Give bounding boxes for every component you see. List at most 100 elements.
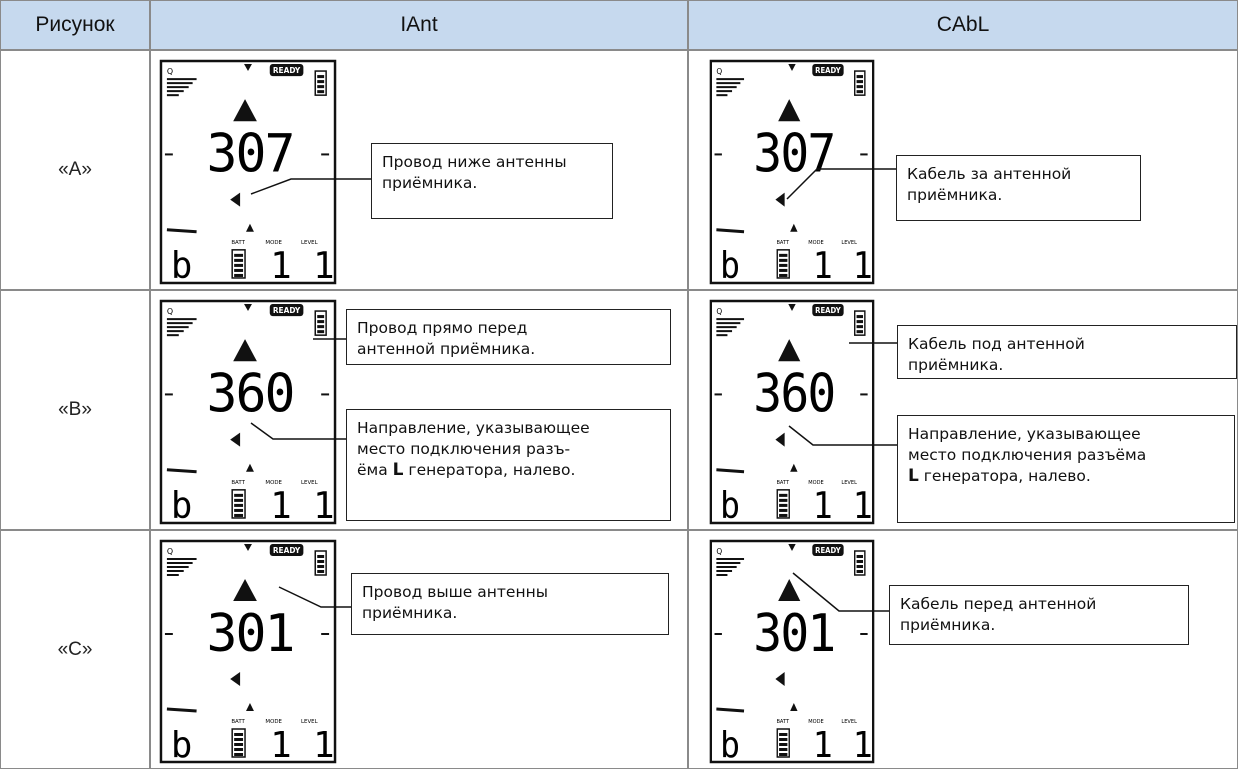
lcd-ready: READY — [273, 306, 301, 315]
callout-line: приёмника. — [907, 186, 1003, 204]
lcd-display: Q READY 301 BATT MODE LEVEL b 1 1 — [159, 539, 337, 766]
lcd-level: LEVEL — [841, 480, 857, 486]
row-label: «A» — [0, 50, 150, 290]
lcd-frame — [709, 299, 875, 525]
battery-bottom — [231, 489, 246, 519]
lcd-display: Q READY 307 BATT MODE LEVEL b 1 1 — [709, 59, 875, 287]
callout-line: приёмника. — [382, 174, 478, 192]
lcd-q: Q — [716, 67, 722, 76]
battery-cell — [234, 508, 244, 512]
battery-bottom — [776, 728, 790, 758]
battery-cell — [317, 555, 325, 558]
bottom-marker — [790, 463, 798, 472]
cable-icon — [166, 468, 197, 474]
lcd-mode-char: b — [720, 725, 740, 767]
left-arrow — [775, 192, 785, 207]
connector-layer — [788, 342, 897, 446]
battery-cell — [779, 493, 788, 497]
battery-top — [854, 310, 866, 336]
ready-badge — [269, 544, 304, 556]
cable-icon — [716, 228, 745, 234]
leader-line — [792, 572, 889, 612]
warning-icon — [778, 99, 801, 122]
lcd-mode: MODE — [265, 480, 282, 486]
row-label: «C» — [0, 530, 150, 769]
battery-cell — [856, 560, 864, 563]
battery-cell — [317, 565, 325, 568]
lcd-value: 301 — [753, 603, 834, 663]
lcd-ready: READY — [273, 66, 301, 75]
battery-cell — [317, 80, 325, 84]
leader-line — [250, 422, 346, 440]
battery-cell — [234, 268, 244, 272]
lcd-level-digits: 1 1 — [813, 486, 873, 528]
battery-cell — [317, 85, 325, 89]
callout-line: приёмника. — [362, 604, 458, 622]
cable-icon — [166, 707, 197, 713]
battery-cell — [856, 555, 864, 558]
lcd-value: 301 — [207, 604, 294, 664]
callout-line: Направление, указывающее — [908, 425, 1141, 443]
lcd-level-digits: 1 1 — [270, 486, 334, 527]
figure-cell: Q READY 360 BATT MODE LEVEL b 1 1 Провод прямо п… — [150, 290, 688, 530]
lcd-level: LEVEL — [301, 480, 319, 486]
callout-box: Провод ниже антенны приёмника. — [371, 143, 613, 219]
battery-cell — [856, 80, 864, 84]
bottom-marker — [246, 223, 254, 232]
lcd-ready: READY — [815, 306, 841, 315]
battery-cell — [234, 493, 244, 497]
lcd-mode: MODE — [808, 480, 824, 486]
lcd-level: LEVEL — [841, 240, 857, 246]
battery-cell — [779, 508, 788, 512]
row-label: «B» — [0, 290, 150, 530]
battery-cell — [234, 273, 244, 277]
figure-cell: Q READY 360 BATT MODE LEVEL b 1 1 Кабель под ант… — [688, 290, 1238, 530]
warning-icon — [778, 339, 801, 362]
battery-cell — [779, 498, 788, 502]
ready-badge — [269, 304, 304, 317]
lcd-batt: BATT — [776, 719, 789, 725]
battery-cell — [856, 315, 864, 319]
battery-bottom — [776, 249, 790, 279]
lcd-frame — [159, 299, 337, 525]
connector-layer — [786, 168, 896, 200]
battery-cell — [317, 315, 325, 319]
lcd-mode-char: b — [171, 486, 192, 527]
battery-cell — [317, 330, 325, 334]
battery-cell — [234, 513, 244, 517]
callout-text: ёма — [357, 461, 393, 479]
lcd-q: Q — [167, 67, 173, 76]
battery-cell — [856, 320, 864, 324]
top-marker — [788, 64, 796, 72]
battery-cell — [856, 85, 864, 89]
lcd-batt: BATT — [231, 719, 245, 725]
lcd-level-digits: 1 1 — [813, 725, 873, 767]
lcd-mode: MODE — [265, 240, 282, 246]
battery-cell — [317, 325, 325, 329]
warning-icon — [233, 579, 257, 601]
battery-cell — [779, 268, 788, 272]
lcd-frame — [709, 539, 875, 764]
callout-line: Кабель перед антенной — [900, 595, 1097, 613]
leader-line — [250, 178, 371, 195]
warning-icon — [778, 579, 801, 601]
battery-cell — [856, 325, 864, 329]
battery-cell — [234, 753, 244, 756]
battery-cell — [234, 733, 244, 736]
battery-cell — [317, 560, 325, 563]
lcd-display: Q READY 360 BATT MODE LEVEL b 1 1 — [159, 299, 337, 527]
lcd-ready: READY — [273, 546, 301, 555]
battery-cell — [317, 90, 325, 94]
callout-line: место подключения разъёма — [908, 446, 1147, 464]
battery-cell — [779, 258, 788, 262]
top-marker — [788, 304, 796, 312]
battery-cell — [779, 273, 788, 277]
battery-cell — [234, 253, 244, 257]
leader-line — [786, 168, 896, 200]
figure-cell: Q READY 307 BATT MODE LEVEL b 1 1 Кабель за анте… — [688, 50, 1238, 290]
battery-cell — [856, 570, 864, 573]
callout-line: место подключения разъ- — [357, 440, 571, 458]
battery-cell — [234, 743, 244, 746]
leader-line — [788, 425, 897, 446]
